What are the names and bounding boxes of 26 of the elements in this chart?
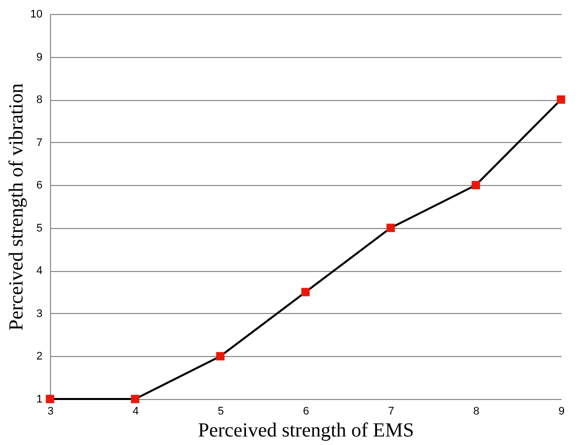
x-tick-label: 9 — [558, 406, 565, 418]
point — [46, 394, 54, 404]
x-tick-label: 5 — [218, 406, 224, 418]
x-tick-label: 3 — [47, 406, 54, 418]
x-tick-label: 8 — [473, 406, 480, 418]
y-tick-label: 1 — [36, 394, 42, 406]
y-tick-label: 8 — [36, 94, 42, 106]
point — [386, 224, 395, 232]
point — [556, 95, 566, 104]
y-tick-label: 3 — [36, 308, 42, 320]
point — [216, 352, 225, 360]
x-axis-title: Perceived strength of EMS — [198, 420, 414, 442]
y-tick-label: 6 — [36, 180, 42, 192]
y-axis-title: Perceived strength of vibration — [5, 83, 28, 331]
y-tick-label: 10 — [30, 8, 42, 20]
point — [130, 394, 140, 404]
y-tick-label: 4 — [36, 265, 42, 278]
point — [301, 288, 310, 296]
x-tick-label: 7 — [388, 406, 394, 418]
point — [472, 180, 480, 190]
y-tick-label: 9 — [36, 51, 42, 64]
y-tick-label: 2 — [36, 350, 42, 363]
x-tick-label: 4 — [132, 406, 139, 418]
y-tick-label: 7 — [36, 136, 42, 149]
y-tick-label: 5 — [36, 222, 42, 234]
x-tick-label: 6 — [302, 406, 310, 418]
